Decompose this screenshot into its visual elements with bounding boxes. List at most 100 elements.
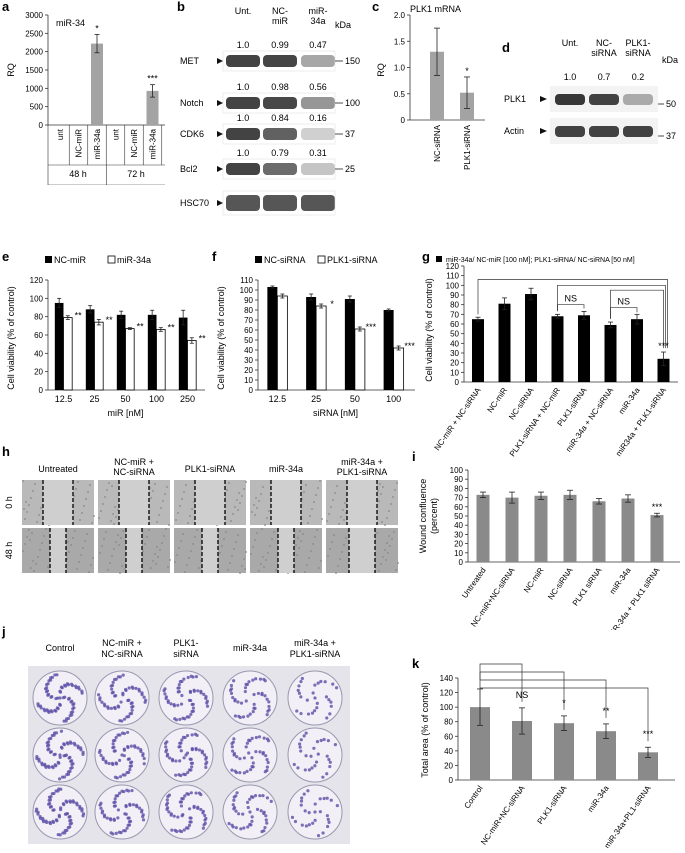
j-colony xyxy=(116,675,121,679)
j-colony xyxy=(61,802,65,806)
e-y-tick-label: 20 xyxy=(34,368,43,377)
k-bar xyxy=(554,723,574,780)
h-cell-texture xyxy=(154,553,156,555)
k-y-tick-label: 40 xyxy=(444,747,453,756)
g-y-tick-label: 60 xyxy=(450,320,459,329)
h-cell-texture xyxy=(245,551,247,553)
j-colony xyxy=(182,677,186,681)
j-colony xyxy=(140,691,144,695)
j-colony xyxy=(165,798,169,802)
j-colony xyxy=(44,765,48,769)
b-protein-label: Notch xyxy=(180,98,204,108)
j-colony xyxy=(170,828,174,832)
j-colony xyxy=(237,812,241,816)
j-colony xyxy=(54,709,58,713)
i-bar xyxy=(476,494,490,562)
panel-e-chart: e 0 20 40 60 80 100 120 Cell viability (% of con… xyxy=(2,249,206,418)
j-colony xyxy=(310,711,315,715)
h-cell-texture xyxy=(186,564,188,566)
j-colony xyxy=(170,759,175,763)
a-y-tick-label: 1000 xyxy=(25,84,43,93)
h-cell-texture xyxy=(117,534,119,536)
j-colony xyxy=(267,708,271,712)
h-cell-texture xyxy=(184,571,186,573)
j-colony xyxy=(325,824,330,829)
h-cell-texture xyxy=(317,487,319,489)
h-cell-texture xyxy=(308,557,310,559)
j-colony xyxy=(122,754,126,758)
h-cell-texture xyxy=(309,515,311,517)
h-cell-texture xyxy=(177,512,179,514)
h-cell-texture xyxy=(194,536,196,538)
j-colony xyxy=(257,735,262,739)
j-colony xyxy=(200,749,204,753)
h-cell-texture xyxy=(338,523,340,525)
panel-a: a 0 500 1000 1500 2000 2500 3000 RQ miR-34 unt NC-m… xyxy=(0,0,170,186)
h-cell-texture xyxy=(122,530,124,532)
j-colony xyxy=(165,754,169,758)
f-y-tick-label: 40 xyxy=(244,346,253,355)
b-value: 0.99 xyxy=(271,40,289,50)
h-cell-texture xyxy=(115,516,117,518)
j-colony xyxy=(130,708,134,712)
j-colony xyxy=(34,809,38,813)
h-cell-texture xyxy=(175,519,177,521)
b-value: 0.47 xyxy=(309,40,327,50)
h-cell-texture xyxy=(244,568,246,570)
j-colony xyxy=(41,820,46,824)
j-colony xyxy=(76,744,80,748)
j-colony xyxy=(118,775,123,779)
j-colony xyxy=(203,813,207,818)
h-cell-texture xyxy=(38,514,40,516)
panel-label-i: i xyxy=(412,450,416,464)
h-cell-texture xyxy=(150,567,152,569)
h-cell-texture xyxy=(104,496,106,498)
j-colony xyxy=(298,745,302,749)
h-cell-texture xyxy=(24,518,26,520)
b-arrow-icon xyxy=(217,200,223,206)
j-column-label: siRNA xyxy=(173,649,199,659)
g-bar xyxy=(631,319,643,382)
j-colony xyxy=(233,714,238,718)
j-colony xyxy=(251,710,255,714)
h-cell-texture xyxy=(302,533,304,535)
b-arrow-icon xyxy=(217,100,223,106)
h-cell-texture xyxy=(189,515,191,517)
j-colony xyxy=(313,802,317,806)
j-colony xyxy=(54,789,58,793)
j-colony xyxy=(189,674,193,678)
j-colony xyxy=(267,704,271,709)
j-colony-well xyxy=(287,727,343,783)
a-group-label: 48 h xyxy=(69,169,87,179)
b-arrow-icon xyxy=(217,166,223,172)
j-colony xyxy=(68,740,72,744)
f-y-tick-label: 110 xyxy=(240,276,253,285)
j-colony xyxy=(234,770,239,775)
j-colony xyxy=(325,716,329,720)
panel-label-d: d xyxy=(502,40,510,55)
h-cell-texture xyxy=(228,482,230,484)
h-cell-texture xyxy=(80,554,82,556)
j-colony xyxy=(193,732,198,736)
h-cell-texture xyxy=(196,529,198,531)
h-cell-texture xyxy=(384,549,386,551)
c-category-label: NC-siRNA xyxy=(433,124,442,162)
h-cell-texture xyxy=(47,566,49,568)
j-colony xyxy=(264,814,268,818)
j-colony xyxy=(58,696,62,700)
j-colony xyxy=(241,715,246,719)
j-colony xyxy=(243,689,247,694)
b-band xyxy=(301,55,335,67)
h-cell-texture xyxy=(198,567,200,569)
j-colony xyxy=(166,700,170,705)
h-column-label: PLK1-siRNA xyxy=(337,467,388,477)
e-y-tick-label: 40 xyxy=(34,349,43,358)
j-colony xyxy=(124,803,128,808)
k-bar xyxy=(596,731,616,780)
k-bracket xyxy=(479,672,607,718)
j-colony xyxy=(164,696,168,701)
j-colony xyxy=(244,699,248,703)
j-colony xyxy=(186,770,190,775)
a-y-tick-label: 500 xyxy=(30,103,44,112)
